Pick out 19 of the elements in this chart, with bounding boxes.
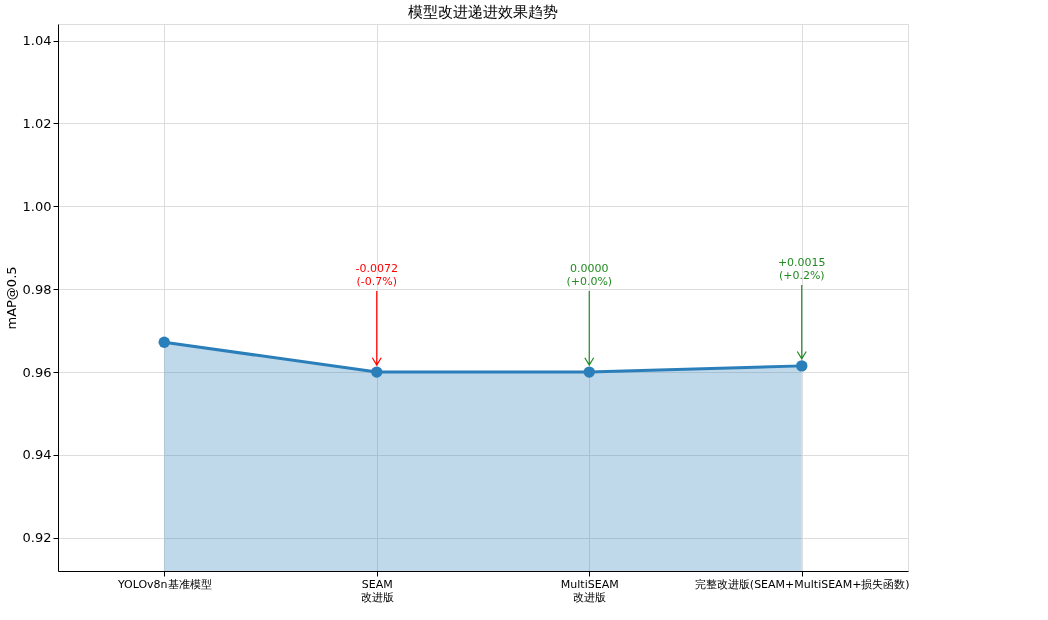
x-tick-label: YOLOv8n基准模型: [116, 577, 212, 591]
annotation: +0.0015 (+0.2%): [777, 255, 826, 282]
y-tick-label: 0.92: [22, 530, 52, 546]
point: [796, 360, 808, 372]
x-tick-label: 完整改进版(SEAM+MultiSEAM+损失函数): [694, 577, 910, 591]
y-axis-title: mAP@0.5: [3, 266, 19, 330]
x-tick-label: SEAM 改进版: [360, 577, 394, 604]
y-tick-label: 0.94: [22, 447, 52, 463]
y-tick-label: 1.00: [22, 198, 52, 214]
y-tick-label: 1.02: [22, 115, 52, 131]
point: [158, 336, 170, 348]
point: [583, 366, 595, 378]
y-tick-label: 0.96: [22, 364, 52, 380]
y-tick-label: 1.04: [22, 33, 52, 49]
y-tick-label: 0.98: [22, 281, 52, 297]
annotation: 0.0000 (+0.0%): [566, 262, 613, 289]
chart-title: 模型改进递进效果趋势: [408, 3, 558, 21]
x-tick-label: MultiSEAM 改进版: [560, 577, 619, 604]
annotation: -0.0072 (-0.7%): [355, 262, 398, 289]
